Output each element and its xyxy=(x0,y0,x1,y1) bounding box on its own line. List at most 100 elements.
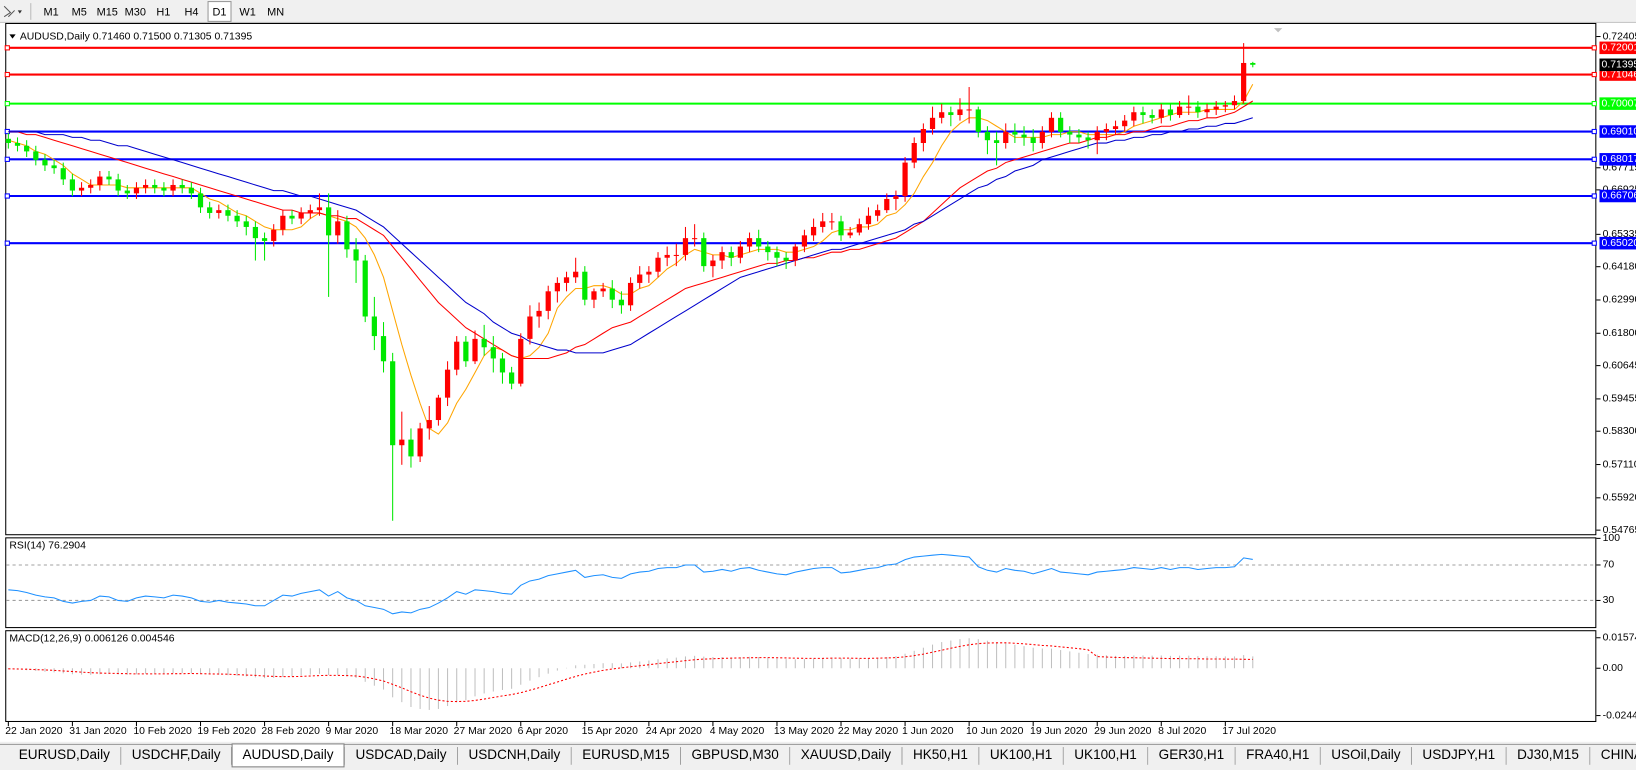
candle-body xyxy=(344,221,350,250)
x-tick-label: 22 May 2020 xyxy=(838,726,898,737)
candle-body xyxy=(966,109,972,111)
tab[interactable] xyxy=(681,746,790,767)
tab-label[interactable]: USOil,Daily xyxy=(1331,747,1400,762)
candle-body xyxy=(792,246,798,261)
tab-label[interactable]: CHINA300,H4 xyxy=(1601,747,1636,762)
tab-label[interactable]: FRA40,H1 xyxy=(1246,747,1309,762)
candle-body xyxy=(737,246,743,258)
candle-body xyxy=(33,151,39,160)
candle-body xyxy=(1058,117,1064,132)
tab[interactable] xyxy=(1063,746,1148,767)
candle-body xyxy=(78,187,85,191)
level-handle xyxy=(4,45,10,51)
candle-body xyxy=(408,439,414,457)
macd-signal-value: 0.004546 xyxy=(131,633,175,644)
level-handle xyxy=(4,156,10,162)
candle-body xyxy=(701,238,707,267)
candle-body xyxy=(929,117,936,130)
candle-body xyxy=(984,131,991,141)
rsi-line xyxy=(8,553,1253,615)
tab-label[interactable]: USDCNH,Daily xyxy=(468,747,560,762)
candle-body xyxy=(335,221,341,236)
candle-body xyxy=(518,338,524,384)
candle-body xyxy=(1241,62,1247,102)
tab[interactable] xyxy=(345,746,458,767)
tab[interactable] xyxy=(979,746,1063,767)
candle-body xyxy=(1021,134,1027,138)
tab[interactable] xyxy=(571,746,680,767)
candle-body xyxy=(362,260,368,317)
candle-body xyxy=(1167,109,1174,116)
candle-body xyxy=(627,282,634,306)
tab[interactable] xyxy=(790,746,902,767)
timeframe-active xyxy=(207,1,232,22)
timeframe-button[interactable]: M30 xyxy=(125,6,146,18)
x-tick-label: 31 Jan 2020 xyxy=(69,726,127,737)
candle-body xyxy=(1076,134,1082,138)
candle-body xyxy=(481,338,487,348)
pane-menu-arrow[interactable] xyxy=(9,34,16,39)
tab[interactable] xyxy=(1590,746,1636,767)
timeframe-button[interactable]: H4 xyxy=(184,6,198,18)
candle-body xyxy=(1204,109,1210,113)
tab-label[interactable]: EURUSD,Daily xyxy=(19,747,110,762)
tab[interactable] xyxy=(1412,746,1506,767)
toolbar xyxy=(0,0,1636,23)
candle-body xyxy=(380,336,387,362)
candle-body xyxy=(234,215,240,222)
tab-label[interactable]: GER30,H1 xyxy=(1159,747,1225,762)
draw-tool-icon[interactable] xyxy=(3,5,15,18)
candle-body xyxy=(1085,137,1091,141)
timeframe-button[interactable]: W1 xyxy=(239,6,255,18)
candle-body xyxy=(801,235,808,247)
candle-body xyxy=(509,372,515,384)
x-tick-label: 13 May 2020 xyxy=(774,726,834,737)
tab-label[interactable]: USDCAD,Daily xyxy=(356,747,447,762)
tab-label[interactable]: USDCHF,Daily xyxy=(132,747,221,762)
tab[interactable] xyxy=(1235,746,1320,767)
tab[interactable] xyxy=(8,746,121,767)
level-handle xyxy=(4,101,10,107)
timeframe-button[interactable]: M15 xyxy=(97,6,118,18)
candle-body xyxy=(774,252,780,258)
tab-label[interactable]: XAUUSD,Daily xyxy=(801,747,892,762)
x-tick-label: 24 Apr 2020 xyxy=(646,726,702,737)
candle-body xyxy=(582,271,588,300)
tab-label[interactable]: AUDUSD,Daily xyxy=(243,747,334,762)
candle-body xyxy=(280,215,286,230)
tab[interactable] xyxy=(902,746,979,767)
level-label-bg xyxy=(1599,97,1636,110)
tab[interactable] xyxy=(1506,746,1590,767)
candle-body xyxy=(243,221,249,227)
candle-body xyxy=(902,162,908,197)
timeframe-button[interactable]: H1 xyxy=(156,6,170,18)
candle-body xyxy=(1094,131,1100,141)
tab-label[interactable]: USDJPY,H1 xyxy=(1422,747,1495,762)
tab-label[interactable]: UK100,H1 xyxy=(990,747,1053,762)
macd-title: MACD(12,26,9) xyxy=(9,633,81,644)
candle-body xyxy=(545,291,551,311)
candle-body xyxy=(106,176,112,180)
x-tick-label: 22 Jan 2020 xyxy=(5,726,63,737)
level-label: 0.72001 xyxy=(1602,43,1636,54)
tab[interactable] xyxy=(458,746,571,767)
tab-label[interactable]: UK100,H1 xyxy=(1074,747,1137,762)
tab-label[interactable]: GBPUSD,M30 xyxy=(691,747,778,762)
level-handle xyxy=(1591,193,1597,199)
timeframe-button[interactable]: M1 xyxy=(44,6,59,18)
tab[interactable] xyxy=(121,746,232,767)
tool-dropdown[interactable] xyxy=(17,10,22,14)
tab-label[interactable]: HK50,H1 xyxy=(913,747,968,762)
timeframe-button[interactable]: D1 xyxy=(213,6,227,18)
tab-label[interactable]: EURUSD,M15 xyxy=(582,747,669,762)
tab[interactable] xyxy=(1320,746,1411,767)
tab-label[interactable]: DJ30,M15 xyxy=(1517,747,1579,762)
tab[interactable] xyxy=(1148,746,1235,767)
timeframe-button[interactable]: M5 xyxy=(72,6,87,18)
candle-body xyxy=(1231,101,1238,106)
candle-body xyxy=(554,282,560,292)
y-tick-label: 100 xyxy=(1603,533,1621,544)
candle-body xyxy=(664,254,670,258)
timeframe-button[interactable]: MN xyxy=(267,6,284,18)
